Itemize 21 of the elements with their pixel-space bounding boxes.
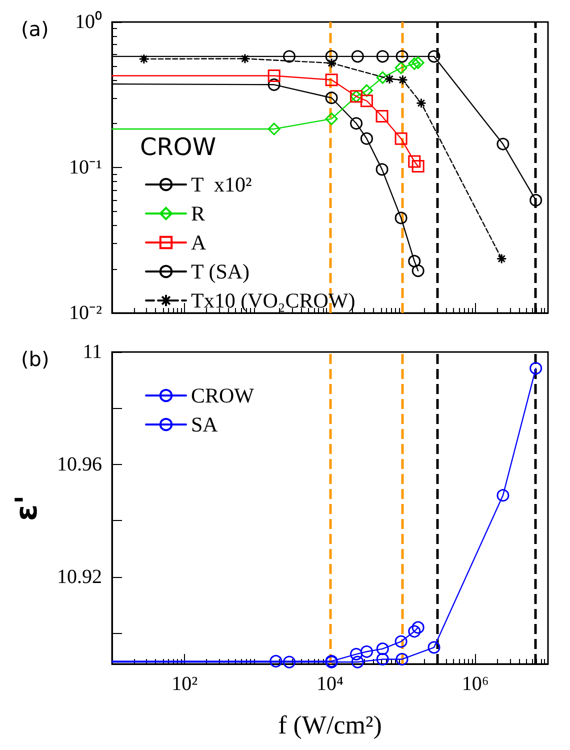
y-tick-label: 10⁰	[75, 10, 102, 33]
legend-label: T (SA)	[191, 260, 250, 284]
legend-label: T x10²	[191, 172, 252, 196]
legend-label: A	[191, 230, 207, 254]
y-tick-label: 11	[82, 341, 102, 363]
legend-label: R	[191, 202, 206, 226]
y-tick-label: 10⁻¹	[69, 156, 102, 178]
legend-label: Tx10 (VO₂CROW)	[191, 288, 356, 312]
legend-label: CROW	[191, 384, 254, 408]
chart-title: (a)	[21, 17, 49, 41]
legend-label: SA	[191, 412, 219, 436]
x-axis-title: f (W/cm²)	[278, 710, 382, 740]
x-tick-label: 10²	[172, 673, 198, 695]
legend-title: CROW	[140, 133, 216, 161]
x-tick-label: 10⁶	[462, 673, 489, 695]
y-tick-label: 10⁻²	[69, 302, 102, 324]
y-tick-label: 10.92	[57, 566, 102, 588]
x-tick-label: 10⁴	[316, 673, 344, 695]
y-axis-title: ε'	[10, 495, 44, 521]
y-tick-label: 10.96	[57, 453, 102, 476]
chart-title: (b)	[21, 347, 50, 371]
